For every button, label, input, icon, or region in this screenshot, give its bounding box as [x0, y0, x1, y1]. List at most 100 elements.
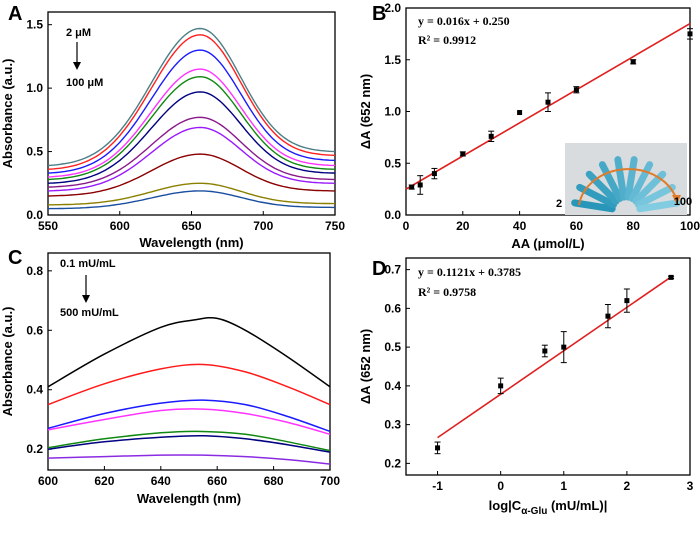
series-line-6	[47, 435, 331, 453]
data-point	[409, 184, 415, 190]
x-axis-title: Wavelength (nm)	[139, 235, 243, 250]
series-line-6	[47, 91, 336, 184]
inset-label-start: 2	[556, 198, 562, 210]
x-tick-label: 80	[627, 219, 641, 233]
y-tick-label: 0.8	[26, 264, 43, 278]
x-tick-label: 620	[94, 474, 114, 488]
series-line-1	[47, 316, 331, 388]
x-tick-label: 640	[151, 474, 171, 488]
x-tick-label: 600	[110, 219, 130, 233]
x-tick-label: 600	[38, 474, 58, 488]
data-point	[435, 445, 441, 451]
series-line-2	[47, 34, 336, 170]
inset-arrowhead-icon	[672, 195, 681, 205]
data-point	[460, 151, 466, 157]
down-arrow-icon	[82, 295, 90, 303]
series-line-8	[47, 126, 336, 192]
x-tick-label: 40	[513, 219, 527, 233]
r-squared: R² = 0.9912	[418, 33, 476, 47]
series-line-1	[47, 27, 336, 167]
x-tick-label: 0	[403, 219, 410, 233]
y-tick-label: 1.5	[384, 53, 401, 67]
x-tick-label: 100	[680, 219, 700, 233]
x-tick-label: 3	[687, 479, 694, 493]
series-line-3	[47, 49, 336, 174]
series-line-9	[47, 153, 335, 197]
x-tick-label: -1	[432, 479, 443, 493]
data-point	[687, 31, 693, 37]
cuvette-tube	[636, 199, 681, 213]
series-line-7	[47, 454, 331, 465]
fit-equation: y = 0.016x + 0.250	[418, 14, 510, 28]
fit-line	[437, 276, 672, 439]
panel-letter-c: C	[8, 247, 22, 269]
y-tick-label: 0.0	[26, 208, 43, 222]
series-line-5	[47, 75, 336, 181]
panel-letter-d: D	[372, 258, 386, 280]
y-axis-title: ΔA (652 nm)	[358, 329, 373, 404]
data-point	[630, 59, 636, 65]
y-axis-title: Absorbance (a.u.)	[0, 307, 15, 417]
data-point	[668, 274, 674, 280]
annotation-bottom: 100 μM	[66, 77, 103, 89]
x-tick-label: 2	[624, 479, 631, 493]
y-tick-label: 1.0	[384, 105, 401, 119]
cuvette-tube	[624, 156, 638, 201]
data-point	[498, 383, 504, 389]
data-point	[545, 99, 551, 105]
series-line-5	[47, 430, 331, 452]
series-line-2	[47, 363, 331, 406]
r-squared: R² = 0.9758	[418, 285, 476, 299]
y-tick-label: 2.0	[384, 1, 401, 15]
y-tick-label: 0.3	[384, 418, 401, 432]
cuvette-tube	[634, 183, 676, 209]
y-tick-label: 1.5	[26, 18, 43, 32]
plot-frame	[47, 11, 336, 216]
plot-frame	[47, 252, 331, 471]
cuvette-tube	[632, 170, 667, 205]
y-tick-label: 0.5	[26, 145, 43, 159]
annotation-top: 2 μM	[66, 27, 91, 39]
series-line-11	[47, 190, 335, 210]
x-tick-label: 1	[560, 479, 567, 493]
x-tick-label: 650	[181, 219, 201, 233]
fit-equation: y = 0.1121x + 0.3785	[418, 265, 521, 279]
data-point	[605, 313, 611, 319]
panel-c: C 600 620 640 660 680 700 0.2 0.4 0.6 0.8 Wavelengt…	[0, 247, 340, 506]
y-tick-label: 0.5	[384, 340, 401, 354]
y-tick-label: 0.2	[384, 456, 401, 470]
annotation-top: 0.1 mU/mL	[60, 258, 116, 270]
data-point	[431, 171, 437, 177]
data-point	[624, 298, 630, 304]
x-tick-label: 750	[325, 219, 345, 233]
series-line-3	[47, 399, 331, 433]
series-line-4	[47, 408, 331, 436]
inset-photo: 2 100	[556, 143, 692, 215]
panel-letter-a: A	[8, 3, 22, 25]
panel-b: B 0 20 40 60 80 100 0.0 0.5 1.0 1.5 2.0 AA (μmol/L) Δ…	[358, 1, 700, 251]
x-tick-label: 550	[38, 219, 58, 233]
cuvette-tube	[628, 161, 654, 203]
series-line-10	[48, 182, 335, 206]
x-tick-label: 20	[456, 219, 470, 233]
cuvette-tube	[571, 199, 616, 213]
y-axis-title: ΔA (652 nm)	[358, 74, 373, 149]
y-tick-label: 0.2	[26, 442, 43, 456]
data-point	[417, 182, 423, 188]
y-tick-label: 0.4	[26, 383, 43, 397]
data-point	[561, 344, 567, 350]
data-point	[542, 348, 548, 354]
data-point	[573, 87, 579, 93]
x-tick-label: 60	[570, 219, 584, 233]
series-line-7	[47, 116, 336, 188]
y-tick-label: 0.0	[384, 208, 401, 222]
inset-arc-arrow	[578, 168, 678, 206]
panel-a: A 550 600 650 700 750 0.0 0.5 1.0 1.5 Wavelength (…	[0, 3, 345, 250]
cuvette-tube	[614, 156, 628, 201]
inset-label-end: 100	[674, 196, 692, 208]
cuvette-tube	[598, 161, 624, 203]
y-tick-label: 0.5	[384, 156, 401, 170]
y-tick-label: 0.6	[384, 301, 401, 315]
cuvette-tube	[585, 170, 620, 205]
